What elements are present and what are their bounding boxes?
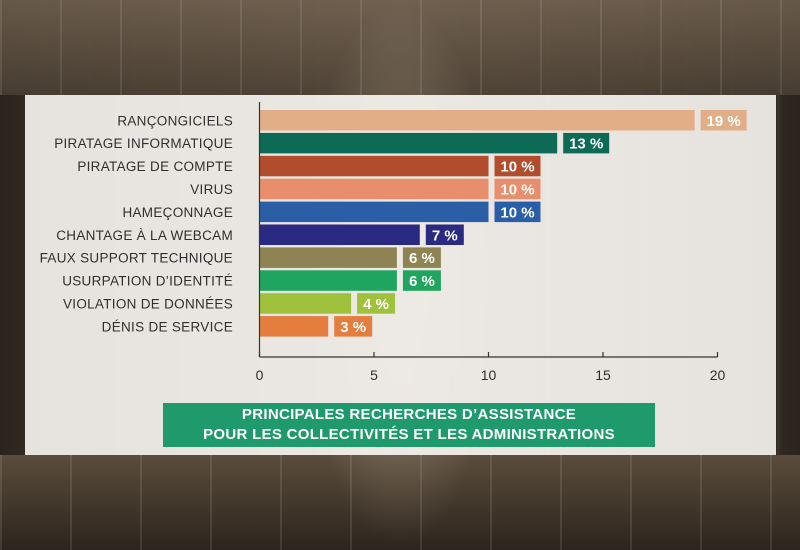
- category-label: CHANTAGE À LA WEBCAM: [56, 228, 233, 243]
- value-label-box: [700, 110, 747, 131]
- bar: [259, 155, 489, 177]
- value-label: 3 %: [340, 319, 366, 336]
- bar: [259, 224, 420, 245]
- bar: [259, 132, 558, 154]
- value-label-box: [563, 132, 610, 154]
- value-label: 6 %: [409, 250, 435, 267]
- bar: [259, 316, 329, 337]
- category-label: RANÇONGICIELS: [117, 113, 233, 128]
- bar: [259, 110, 695, 131]
- bar: [259, 201, 489, 223]
- value-label: 10 %: [500, 204, 534, 221]
- bar-chart: RANÇONGICIELS 19 % PIRATAGE INFORMATIQUE 13…: [40, 102, 747, 383]
- value-label-box: [402, 270, 441, 291]
- value-label: 13 %: [569, 136, 603, 153]
- caption-line-2: POUR LES COLLECTIVITÉS ET LES ADMINISTRA…: [203, 426, 615, 443]
- caption-line-1: PRINCIPALES RECHERCHES D’ASSISTANCE: [241, 406, 577, 423]
- category-label: PIRATAGE DE COMPTE: [77, 159, 233, 174]
- bar: [259, 178, 489, 200]
- value-label-box: [494, 178, 541, 200]
- value-label: 19 %: [706, 113, 740, 130]
- value-label-box: [425, 224, 464, 245]
- bar: [259, 270, 397, 291]
- value-label: 4 %: [363, 296, 389, 313]
- chart-panel: RANÇONGICIELS 19 % PIRATAGE INFORMATIQUE 13…: [25, 95, 776, 455]
- category-label: VIRUS: [190, 182, 233, 197]
- value-label-box: [357, 293, 396, 314]
- value-label-box: [402, 247, 441, 268]
- value-label: 7 %: [432, 227, 458, 244]
- value-label: 10 %: [500, 159, 534, 176]
- category-label: USURPATION D’IDENTITÉ: [62, 274, 233, 289]
- bar: [259, 293, 352, 314]
- value-label: 10 %: [500, 181, 534, 198]
- value-label-box: [334, 316, 373, 337]
- bar: [259, 247, 397, 268]
- background-ceiling: [0, 0, 800, 95]
- x-tick-label: 20: [710, 367, 726, 383]
- category-label: PIRATAGE INFORMATIQUE: [54, 136, 233, 151]
- x-tick-label: 0: [256, 367, 264, 383]
- category-label: HAMEÇONNAGE: [122, 205, 233, 220]
- chart-caption: PRINCIPALES RECHERCHES D’ASSISTANCE POUR…: [163, 403, 655, 447]
- value-label: 6 %: [409, 273, 435, 290]
- category-label: VIOLATION DE DONNÉES: [63, 296, 233, 311]
- value-label-box: [494, 201, 541, 223]
- value-label-box: [494, 155, 541, 177]
- category-label: DÉNIS DE SERVICE: [102, 319, 233, 334]
- category-label: FAUX SUPPORT TECHNIQUE: [40, 251, 233, 266]
- x-tick-label: 15: [595, 367, 611, 383]
- background-floor: [0, 455, 800, 550]
- x-tick-label: 5: [370, 367, 378, 383]
- x-tick-label: 10: [481, 367, 497, 383]
